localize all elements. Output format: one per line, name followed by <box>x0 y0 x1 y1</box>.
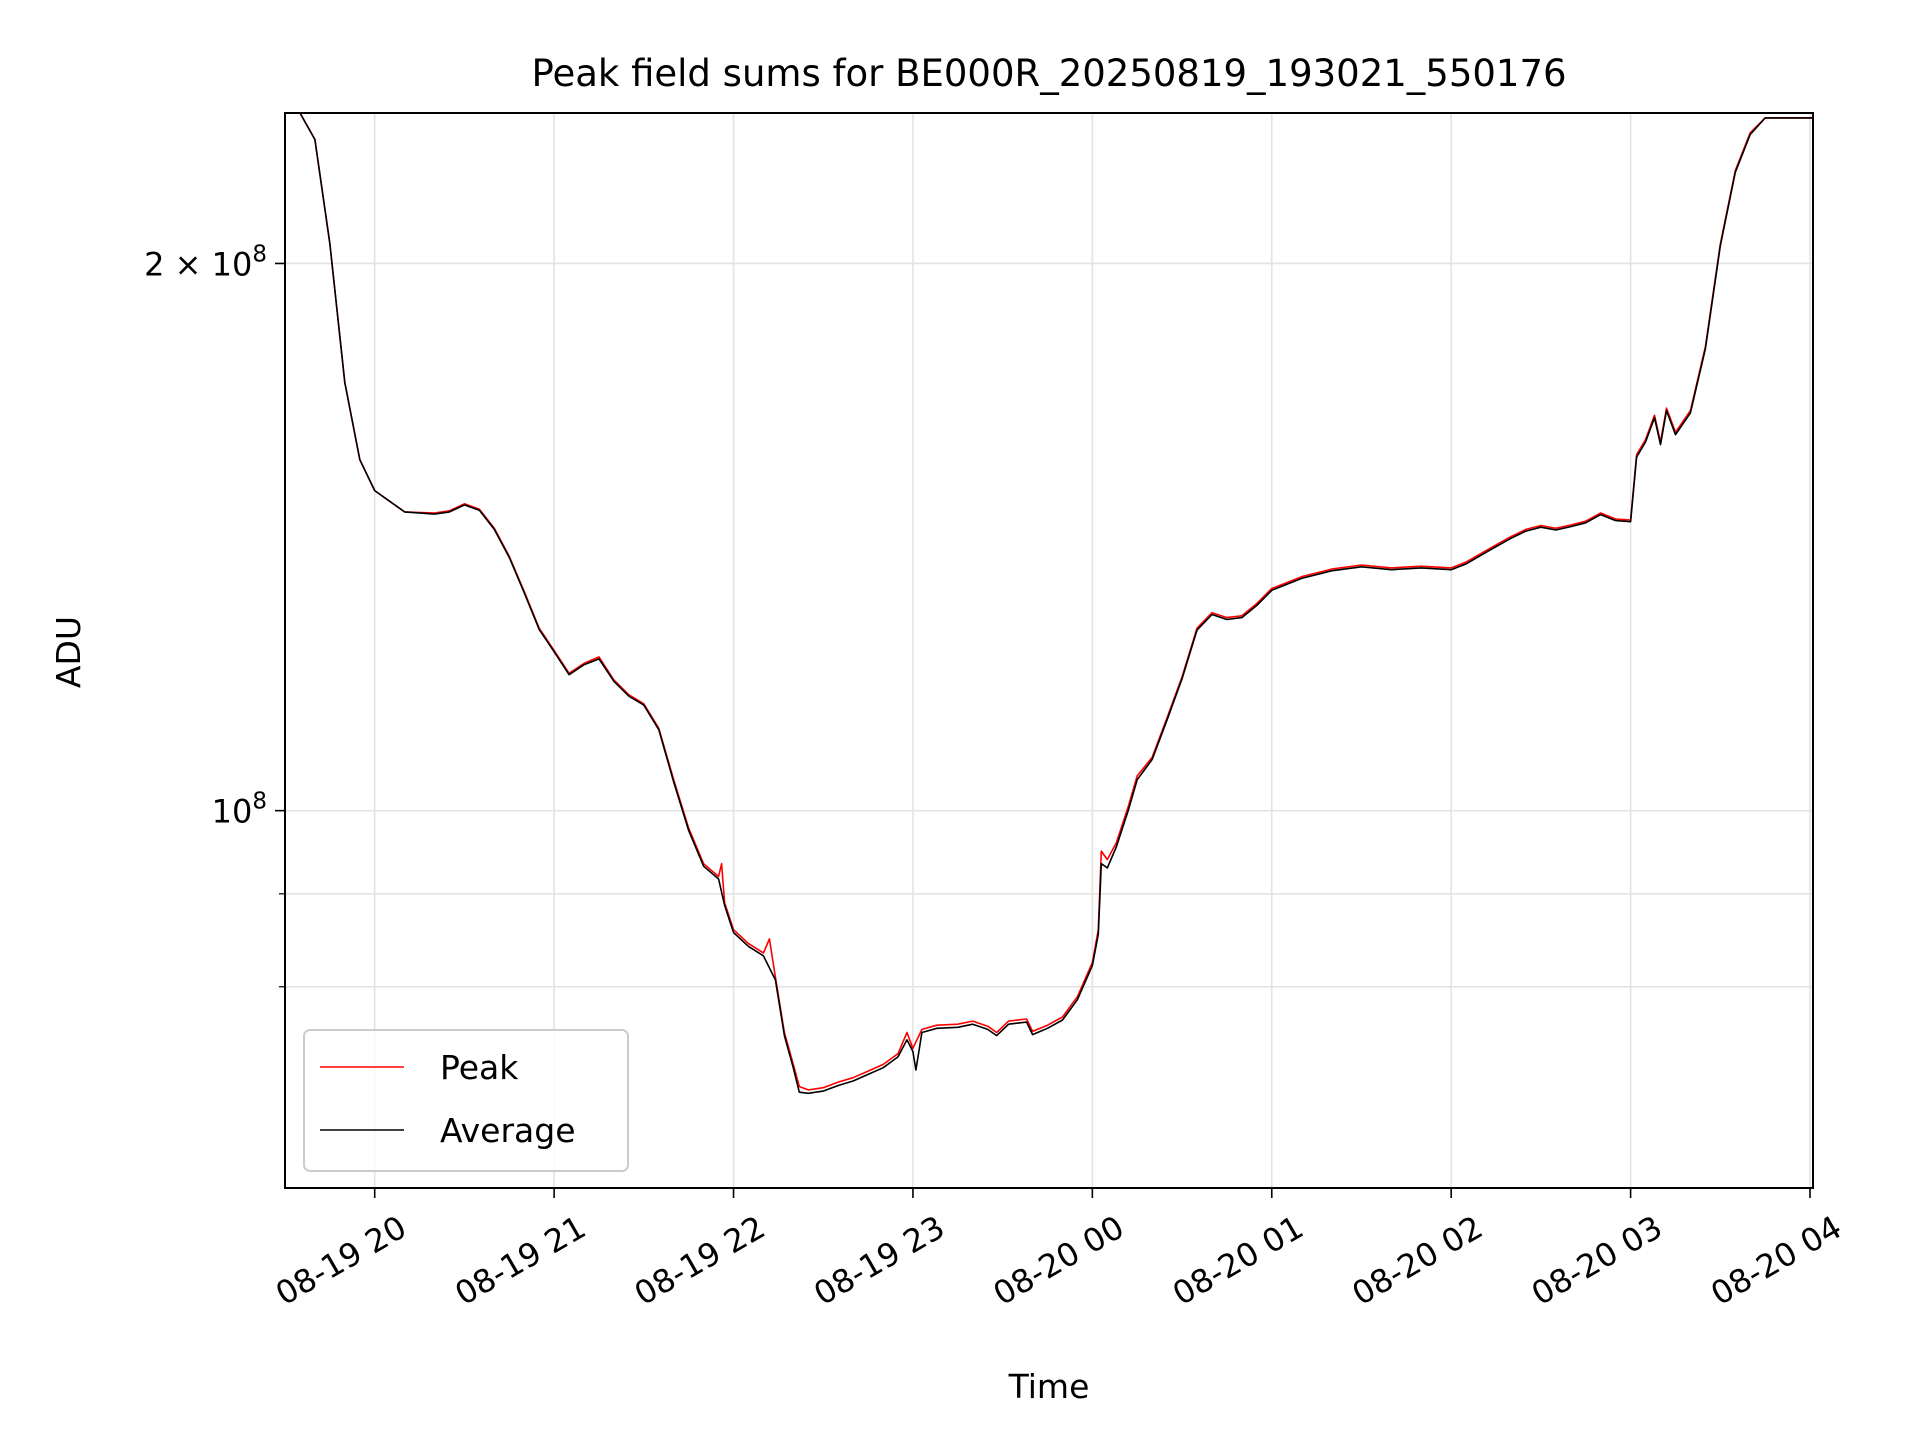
y-tick-label: 2 × 108 <box>144 241 267 283</box>
plot-frame <box>284 112 1814 1189</box>
gridlines <box>285 113 1813 1188</box>
legend: Peak Average <box>303 1029 629 1172</box>
series-lines <box>285 112 1813 1095</box>
y-axis-label: ADU <box>49 616 88 688</box>
legend-label-peak: Peak <box>440 1048 519 1087</box>
x-axis-label: Time <box>1008 1367 1090 1406</box>
series-line-average <box>285 112 1813 1095</box>
y-tick-label: 108 <box>212 789 267 831</box>
chart-title: Peak field sums for BE000R_20250819_1930… <box>531 52 1566 95</box>
legend-box <box>303 1029 629 1172</box>
plot-area <box>285 113 1813 1188</box>
series-line-peak <box>285 112 1813 1091</box>
legend-label-average: Average <box>440 1111 576 1150</box>
